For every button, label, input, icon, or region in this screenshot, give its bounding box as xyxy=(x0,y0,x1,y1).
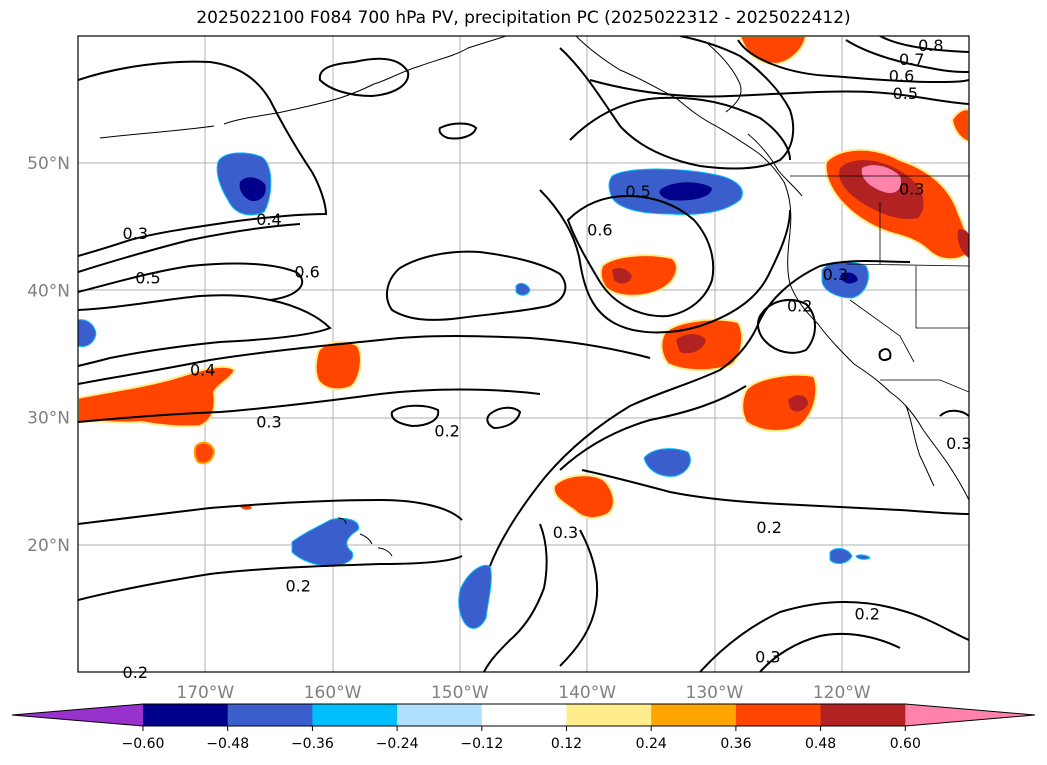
colorbar-tick-label: 0.24 xyxy=(636,736,667,752)
map-frame xyxy=(77,35,970,673)
positive-precip-area xyxy=(78,365,237,428)
contour-label: 0.5 xyxy=(625,182,650,201)
contour-label: 0.3 xyxy=(123,224,148,243)
positive-precip-area xyxy=(193,441,216,465)
colorbar-tick-label: −0.36 xyxy=(291,736,334,752)
contour-label: 0.3 xyxy=(946,434,971,453)
contour-label: 0.3 xyxy=(755,648,780,667)
contour-labels: 0.80.70.60.50.30.50.60.30.20.30.40.5 0.60… xyxy=(123,36,972,682)
contour-label: 0.2 xyxy=(756,518,781,537)
contour-label: 0.3 xyxy=(899,180,924,199)
negative-precip-area xyxy=(78,319,97,347)
colorbar-cell xyxy=(735,704,822,726)
longitude-labels: 170°W 160°W 150°W 140°W 130°W 120°W xyxy=(176,683,870,703)
colorbar-cell xyxy=(481,704,567,726)
positive-precip-area xyxy=(738,36,808,66)
colorbar-cell xyxy=(566,704,652,726)
contour-label: 0.2 xyxy=(854,604,879,623)
colorbar-cell xyxy=(397,704,483,726)
longitude-label: 120°W xyxy=(813,683,871,703)
political-borders xyxy=(790,175,969,393)
contour-label: 0.2 xyxy=(434,421,459,440)
pv-contours xyxy=(78,36,969,672)
contour-label: 0.3 xyxy=(256,412,281,431)
contour-label: 0.2 xyxy=(285,577,310,596)
contour-label: 0.2 xyxy=(787,297,812,316)
positive-precip-area xyxy=(314,340,362,391)
contour-label: 0.4 xyxy=(256,210,281,229)
colorbar-tick-label: 0.12 xyxy=(551,736,582,752)
negative-precip-core xyxy=(239,177,266,202)
latitude-label: 20°N xyxy=(27,536,70,556)
latitude-label: 40°N xyxy=(27,281,70,301)
colorbar-tick-label: −0.60 xyxy=(122,736,165,752)
contour-label: 0.2 xyxy=(123,663,148,682)
contour-label: 0.4 xyxy=(190,360,215,379)
colorbar-extend-low xyxy=(12,704,143,726)
latitude-label: 30°N xyxy=(27,409,70,429)
colorbar-tick-label: −0.48 xyxy=(206,736,249,752)
colorbar-cell xyxy=(312,704,398,726)
longitude-label: 140°W xyxy=(558,683,616,703)
colorbar-cell xyxy=(227,704,313,726)
latitude-label: 50°N xyxy=(27,154,70,174)
colorbar-tick-label: −0.12 xyxy=(460,736,503,752)
colorbar-cell xyxy=(143,704,229,726)
colorbar-extend-high xyxy=(905,704,1035,726)
positive-precip-area xyxy=(552,474,615,520)
positive-precip-area xyxy=(599,254,678,297)
contour-label: 0.8 xyxy=(918,36,943,55)
map-title: 2025022100 F084 700 hPa PV, precipitatio… xyxy=(196,8,851,28)
colorbar-cell xyxy=(820,704,906,726)
map-gridlines xyxy=(78,36,969,672)
colorbar-tick-label: 0.48 xyxy=(805,736,836,752)
colorbar-tick-label: 0.60 xyxy=(890,736,921,752)
latitude-labels: 20°N 30°N 40°N 50°N xyxy=(27,154,70,556)
contour-label: 0.7 xyxy=(899,50,924,69)
contour-label: 0.6 xyxy=(587,220,612,239)
colorbar-cell xyxy=(651,704,737,726)
colorbar: −0.60 −0.48 −0.36 −0.24 −0.12 0.12 0.24 0.36 0.4… xyxy=(11,703,1036,752)
longitude-label: 170°W xyxy=(176,683,234,703)
colorbar-tick-label: −0.24 xyxy=(376,736,419,752)
contour-label: 0.5 xyxy=(135,269,160,288)
contour-label: 0.6 xyxy=(889,66,914,85)
contour-label: 0.3 xyxy=(823,265,848,284)
longitude-label: 130°W xyxy=(686,683,744,703)
contour-label: 0.6 xyxy=(294,262,319,281)
longitude-label: 150°W xyxy=(431,683,489,703)
colorbar-tick-label: 0.36 xyxy=(720,736,751,752)
coastlines xyxy=(99,36,969,557)
contour-label: 0.5 xyxy=(893,84,918,103)
precipitation-shading xyxy=(78,36,969,629)
contour-label: 0.3 xyxy=(553,523,578,542)
negative-precip-area xyxy=(291,517,360,567)
positive-precip-area xyxy=(741,373,818,432)
longitude-label: 160°W xyxy=(304,683,362,703)
negative-precip-area xyxy=(643,448,691,477)
negative-precip-area xyxy=(458,564,492,629)
